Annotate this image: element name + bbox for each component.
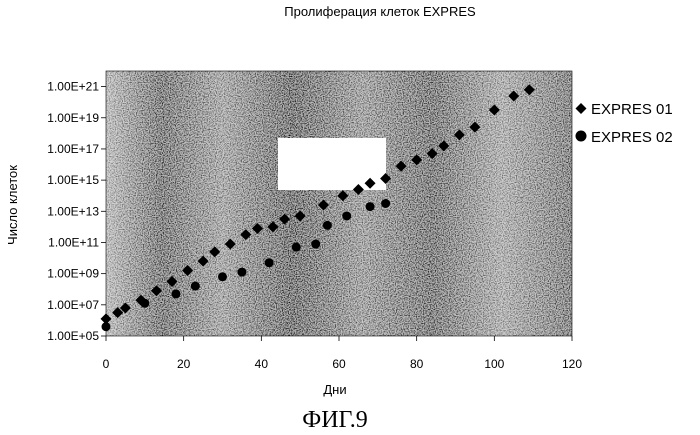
- y-tick-label: 1.00E+21: [47, 80, 99, 94]
- data-point-circle: [323, 221, 332, 230]
- y-tick-label: 1.00E+09: [47, 267, 99, 281]
- x-axis: 0 20 40 60 80 100 120: [103, 336, 583, 371]
- data-point-circle: [292, 243, 301, 252]
- y-tick-label: 1.00E+07: [47, 298, 99, 312]
- y-tick-label: 1.00E+13: [47, 204, 99, 218]
- x-tick-label: 0: [103, 357, 110, 371]
- data-point-circle: [218, 272, 227, 281]
- data-point-circle: [366, 202, 375, 211]
- data-point-circle: [140, 299, 149, 308]
- x-axis-label: Дни: [323, 382, 346, 397]
- y-axis: 1.00E+05 1.00E+07 1.00E+09 1.00E+11 1.00E+13…: [47, 80, 106, 343]
- x-tick-label: 60: [332, 357, 346, 371]
- data-point-circle: [191, 282, 200, 291]
- data-point-circle: [171, 289, 180, 298]
- y-axis-label: Число клеток: [5, 165, 20, 245]
- data-point-circle: [342, 211, 351, 220]
- y-tick-label: 1.00E+19: [47, 111, 99, 125]
- data-point-circle: [265, 258, 274, 267]
- legend-label-expres-02: EXPRES 02: [591, 129, 673, 146]
- data-point-circle: [311, 240, 320, 249]
- legend-marker-expres-02: [576, 131, 587, 142]
- data-point-circle: [102, 322, 111, 331]
- legend-label-expres-01: EXPRES 01: [591, 101, 673, 118]
- chart-title: Пролиферация клеток EXPRES: [284, 4, 476, 19]
- y-tick-label: 1.00E+15: [47, 173, 99, 187]
- x-tick-label: 40: [255, 357, 269, 371]
- legend: EXPRES 01 EXPRES 02: [576, 101, 673, 146]
- data-point-circle: [237, 268, 246, 277]
- x-tick-label: 100: [484, 357, 504, 371]
- y-tick-label: 1.00E+17: [47, 142, 99, 156]
- y-tick-label: 1.00E+05: [47, 329, 99, 343]
- x-tick-label: 20: [177, 357, 191, 371]
- legend-marker-expres-01: [576, 103, 587, 114]
- x-tick-label: 120: [562, 357, 582, 371]
- data-point-circle: [381, 199, 390, 208]
- y-tick-label: 1.00E+11: [48, 235, 99, 249]
- x-tick-label: 80: [410, 357, 424, 371]
- figure-caption: ФИГ.9: [302, 407, 367, 433]
